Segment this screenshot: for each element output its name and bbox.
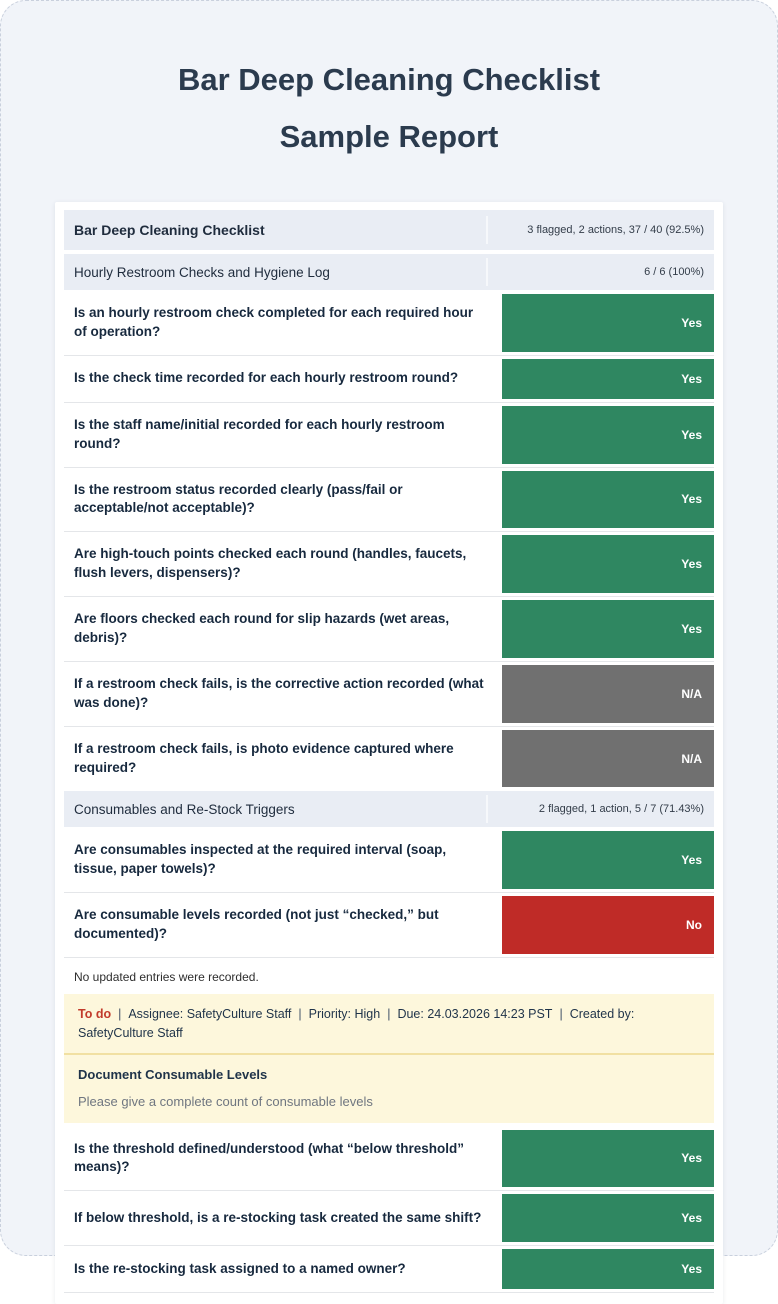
page-title-line2: Sample Report xyxy=(279,119,499,154)
question-row: If a restroom check fails, is the correc… xyxy=(64,664,714,723)
action-meta-item: Due: 24.03.2026 14:23 PST xyxy=(397,1007,553,1022)
answer-badge-yes: Yes xyxy=(502,294,714,352)
question-row: Are high-touch points checked each round… xyxy=(64,535,714,594)
question-text: Is an hourly restroom check completed fo… xyxy=(64,294,502,352)
meta-separator: | xyxy=(559,1007,563,1022)
question-row: Is the re-stocking task assigned to a na… xyxy=(64,1249,714,1290)
question-text: Is the check time recorded for each hour… xyxy=(64,359,502,399)
question-text: Is the staff name/initial recorded for e… xyxy=(64,406,502,464)
question-row: If a restroom check fails, is photo evid… xyxy=(64,729,714,788)
answer-badge-yes: Yes xyxy=(502,1249,714,1290)
question-text: Are consumables inspected at the require… xyxy=(64,831,502,889)
question-text: Are high-touch points checked each round… xyxy=(64,535,502,593)
question-label: Are floors checked each round for slip h… xyxy=(74,611,450,646)
row-divider xyxy=(64,596,714,598)
question-row: Are consumable levels recorded (not just… xyxy=(64,896,714,955)
report-title: Bar Deep Cleaning Checklist xyxy=(74,222,265,238)
section-header-row: Consumables and Re-Stock Triggers 2 flagg… xyxy=(64,791,714,828)
question-label: Are consumable levels recorded (not just… xyxy=(74,907,439,942)
question-text: If a restroom check fails, is the correc… xyxy=(64,665,502,723)
row-divider xyxy=(64,1292,714,1294)
question-text: Are floors checked each round for slip h… xyxy=(64,600,502,658)
question-label: If below threshold, is a re-stocking tas… xyxy=(74,1209,482,1225)
question-label: If a restroom check fails, is photo evid… xyxy=(74,740,454,775)
question-label: Is an hourly restroom check completed fo… xyxy=(74,305,474,339)
answer-badge-na: N/A xyxy=(502,729,714,788)
question-row: Is an hourly restroom check completed fo… xyxy=(64,294,714,352)
meta-separator: | xyxy=(118,1007,122,1022)
action-item: To do | Assignee: SafetyCulture Staff | Prio… xyxy=(64,994,714,1123)
page-title: Bar Deep Cleaning Checklist Sample Repor… xyxy=(1,51,777,165)
question-label: Is the threshold defined/understood (wha… xyxy=(74,1140,465,1175)
question-row: Is the check time recorded for each hour… xyxy=(64,358,714,399)
question-text: Is the re-stocking task assigned to a na… xyxy=(64,1249,502,1289)
section-title: Hourly Restroom Checks and Hygiene Log xyxy=(74,264,330,280)
question-label: Are high-touch points checked each round… xyxy=(74,546,467,581)
page-title-line1: Bar Deep Cleaning Checklist xyxy=(177,62,601,97)
report-card: Bar Deep Cleaning Checklist 3 flagged, 2 … xyxy=(55,202,723,1304)
answer-badge-yes: Yes xyxy=(502,535,714,594)
row-divider xyxy=(64,531,714,533)
question-row: Is the restroom status recorded clearly … xyxy=(64,470,714,529)
action-description: Please give a complete count of consumab… xyxy=(78,1093,373,1109)
question-label: Is the staff name/initial recorded for e… xyxy=(74,416,445,451)
answer-badge-na: N/A xyxy=(502,664,714,723)
action-meta: To do | Assignee: SafetyCulture Staff | Prio… xyxy=(78,1005,700,1043)
section-header-row: Hourly Restroom Checks and Hygiene Log 6 … xyxy=(64,254,714,290)
row-divider xyxy=(64,957,714,959)
answer-badge-yes: Yes xyxy=(502,1129,714,1188)
question-text: If below threshold, is a re-stocking tas… xyxy=(64,1194,502,1242)
answer-badge-yes: Yes xyxy=(502,470,714,529)
section-stats: 2 flagged, 1 action, 5 / 7 (71.43%) xyxy=(486,795,714,824)
row-divider xyxy=(64,401,714,403)
row-divider xyxy=(64,725,714,727)
report-rows: Bar Deep Cleaning Checklist 3 flagged, 2 … xyxy=(64,210,714,1294)
question-text: If a restroom check fails, is photo evid… xyxy=(64,730,502,788)
question-label: If a restroom check fails, is the correc… xyxy=(74,675,484,710)
question-row: Is the threshold defined/understood (wha… xyxy=(64,1129,714,1188)
action-title: Document Consumable Levels xyxy=(78,1066,268,1082)
answer-badge-yes: Yes xyxy=(502,405,714,464)
answer-badge-yes: Yes xyxy=(502,600,714,658)
action-meta-item: Assignee: SafetyCulture Staff xyxy=(128,1007,292,1022)
question-label: Is the check time recorded for each hour… xyxy=(74,370,459,386)
row-divider xyxy=(64,660,714,662)
row-divider xyxy=(64,892,714,894)
row-divider xyxy=(64,466,714,468)
question-row: If below threshold, is a re-stocking tas… xyxy=(64,1194,714,1243)
section-title: Consumables and Re-Stock Triggers xyxy=(74,801,295,817)
answer-badge-yes: Yes xyxy=(502,1194,714,1243)
action-meta-item: Created by: SafetyCulture Staff xyxy=(78,1007,635,1040)
question-label: Are consumables inspected at the require… xyxy=(74,842,447,877)
row-divider xyxy=(64,1190,714,1192)
question-row: Is the staff name/initial recorded for e… xyxy=(64,405,714,464)
question-label: Is the re-stocking task assigned to a na… xyxy=(74,1260,406,1276)
report-header-row: Bar Deep Cleaning Checklist 3 flagged, 2 … xyxy=(64,210,714,250)
meta-separator: | xyxy=(298,1007,302,1022)
question-row: Are consumables inspected at the require… xyxy=(64,831,714,890)
meta-separator: | xyxy=(387,1007,391,1022)
action-divider xyxy=(64,1052,714,1055)
answer-badge-yes: Yes xyxy=(502,831,714,890)
row-divider xyxy=(64,1245,714,1247)
answer-badge-yes: Yes xyxy=(502,358,714,399)
section-stats: 6 / 6 (100%) xyxy=(486,258,714,286)
action-meta-item: Priority: High xyxy=(308,1007,381,1022)
row-divider xyxy=(64,354,714,356)
section-stats: 3 flagged, 2 actions, 37 / 40 (92.5%) xyxy=(486,216,714,244)
question-row: Are floors checked each round for slip h… xyxy=(64,600,714,658)
question-text: Is the threshold defined/understood (wha… xyxy=(64,1130,502,1188)
question-label: Is the restroom status recorded clearly … xyxy=(74,481,403,516)
action-status-badge: To do xyxy=(78,1007,112,1022)
question-text: Are consumable levels recorded (not just… xyxy=(64,896,502,954)
no-entries-note: No updated entries were recorded. xyxy=(74,970,259,985)
answer-badge-no: No xyxy=(502,896,714,955)
question-text: Is the restroom status recorded clearly … xyxy=(64,471,502,529)
